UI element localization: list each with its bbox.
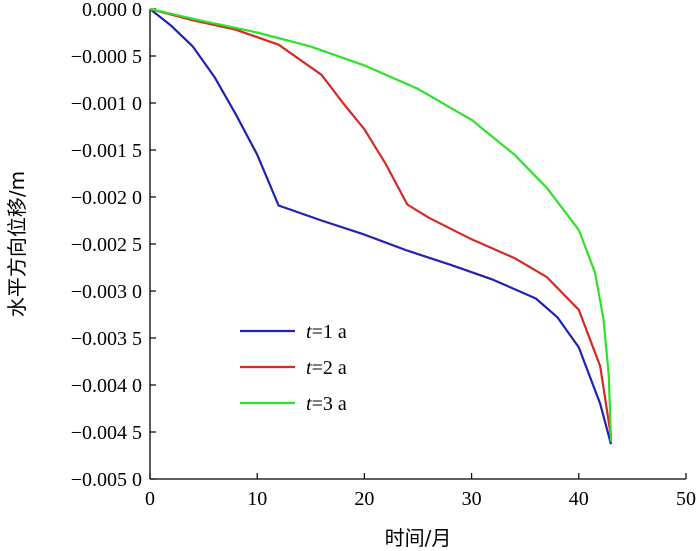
y-tick-label: −0.002 5	[71, 234, 142, 256]
legend: t=1 a t=2 a t=3 a	[240, 321, 347, 415]
series-line-1	[149, 8, 613, 445]
y-tick-label: −0.001 5	[71, 140, 142, 162]
x-tick-label: 50	[676, 488, 696, 510]
x-tick-label: 20	[354, 488, 374, 510]
legend-label-1: t=1 a	[306, 321, 347, 343]
y-axis-title: 水平方向位移/m	[5, 171, 29, 317]
y-tick-label: −0.000 5	[71, 46, 142, 68]
series-line-3	[149, 7, 613, 442]
x-tick-label: 30	[462, 488, 482, 510]
y-tick-label: −0.002 0	[71, 187, 142, 209]
y-tick-label: −0.005 0	[71, 469, 142, 491]
y-axis-ticks: 0.000 0 −0.000 5 −0.001 0 −0.001 5 −0.002 0 −…	[71, 0, 156, 491]
series-layer	[149, 7, 613, 445]
y-tick-label: −0.003 5	[71, 328, 142, 350]
legend-label-2: t=2 a	[306, 357, 347, 379]
y-tick-label: −0.004 0	[71, 375, 142, 397]
x-axis-ticks: 0 10 20 30 40 50	[145, 473, 696, 510]
x-axis-title: 时间/月	[385, 526, 452, 550]
y-tick-label: −0.004 5	[71, 422, 142, 444]
x-tick-label: 40	[569, 488, 589, 510]
y-tick-label: 0.000 0	[82, 0, 142, 21]
series-line-2	[149, 7, 613, 437]
x-tick-label: 10	[247, 488, 267, 510]
y-tick-label: −0.003 0	[71, 281, 142, 303]
y-tick-label: −0.001 0	[71, 93, 142, 115]
x-tick-label: 0	[145, 488, 155, 510]
legend-label-3: t=3 a	[306, 393, 347, 415]
